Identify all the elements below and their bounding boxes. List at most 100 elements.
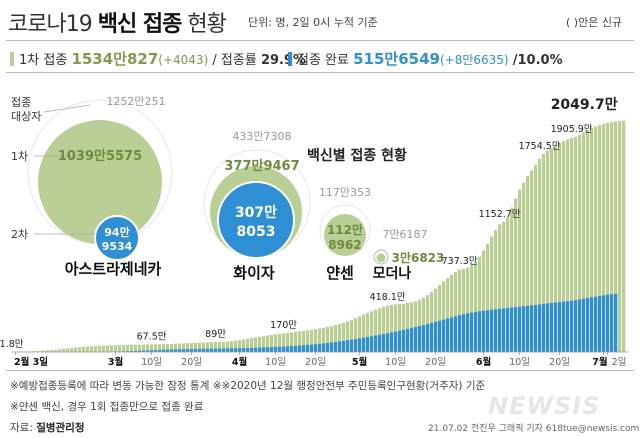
moderna-target-label: 7만6187: [382, 228, 427, 241]
first-dose-bar: [562, 141, 566, 352]
first-dose-bar: [514, 198, 518, 352]
first-dose-bar: [406, 303, 410, 352]
first-dose-bar: [310, 329, 314, 352]
first-dose-bar: [186, 343, 190, 352]
complete-bar: [522, 306, 526, 352]
title-bold: 백신 접종: [97, 12, 183, 37]
az-second-label-2: 9534: [102, 240, 133, 253]
complete-bar: [606, 294, 610, 352]
complete-bar: [382, 334, 386, 352]
complete-rate: /10.0%: [512, 53, 563, 68]
first-dose-bar: [342, 322, 346, 352]
x-tick-label: 6월: [476, 356, 491, 368]
complete-bar: [510, 307, 514, 352]
complete-bar: [526, 305, 530, 352]
complete-bar: [542, 303, 546, 352]
complete-bar: [602, 295, 606, 352]
footnote-2-text: ※※2020년 12월 행정안전부 주민등록인구현황(거주자) 기준: [212, 380, 486, 392]
row-label-first: 1차: [11, 150, 28, 163]
first-dose-bar: [98, 345, 102, 352]
complete-bar: [402, 329, 406, 352]
first-dose-bar: [622, 120, 626, 353]
first-dose-bar: [382, 306, 386, 352]
complete-bar: [482, 310, 486, 352]
first-dose-bar: [550, 148, 554, 352]
janssen-first-label-1: 112만: [327, 222, 363, 237]
first-dose-bar: [386, 305, 390, 352]
first-dose-bar: [126, 344, 130, 352]
complete-bar: [298, 345, 302, 352]
first-dose-bar: [158, 344, 162, 352]
first-dose-bar: [78, 347, 82, 352]
complete-bar: [186, 349, 190, 352]
first-dose-bar: [366, 312, 370, 352]
complete-bar: [446, 318, 450, 352]
complete-bar: [130, 351, 134, 352]
first-dose-bar: [294, 331, 298, 352]
x-tick-label: 10일: [385, 357, 406, 368]
complete-bar: [246, 348, 250, 352]
footnote-1: ※예방접종등록에 따라 변동 가능한 잠정 통계 ※※2020년 12월 행정안…: [10, 378, 485, 393]
first-dose-bar: [138, 344, 142, 352]
complete-bar: [210, 348, 214, 352]
x-tick-label: 7월: [592, 356, 607, 368]
first-dose-bar: [214, 342, 218, 352]
first-dose-bar: [66, 348, 70, 352]
first-dose-bar: [358, 316, 362, 352]
complete-bar: [230, 348, 234, 352]
complete-bar: [386, 333, 390, 352]
complete-bar: [174, 349, 178, 352]
first-dose-bar: [298, 331, 302, 352]
source-line: 자료: 질병관리청: [10, 420, 85, 435]
complete-bar: [450, 317, 454, 352]
value-annotations: 1.8만 67.5만 89만 170만 418.1만 737.3만 1152.7만 1754.…: [0, 97, 618, 350]
first-dose-bar: [538, 159, 542, 352]
complete-bar: [378, 334, 382, 352]
first-dose-bar: [338, 323, 342, 352]
complete-bar: [154, 350, 158, 352]
annotation-label: 737.3만: [442, 256, 478, 267]
first-dose-bar: [162, 344, 166, 352]
first-dose-bar: [594, 126, 598, 352]
complete-bar: [586, 298, 590, 352]
complete-bar: [390, 332, 394, 352]
first-dose-bar: [566, 139, 570, 352]
complete-bar: [514, 307, 518, 352]
x-tick-label: 2일: [612, 357, 627, 368]
first-dose-bar: [498, 224, 502, 352]
first-dose-bar: [306, 330, 310, 352]
first-dose-bar: [542, 153, 546, 352]
complete-bar: [238, 348, 242, 352]
complete-bar: [414, 326, 418, 352]
complete-bar: [182, 349, 186, 352]
complete-stat: 접종 완료 515만6549(+8만6635) /10.0%: [288, 48, 563, 69]
complete-bar: [546, 303, 550, 352]
first-dose-bar: [570, 138, 574, 352]
first-dose-bar: [218, 341, 222, 352]
complete-bar: [334, 341, 338, 352]
row-label-target-1: 접종: [11, 96, 31, 109]
complete-bar: [326, 342, 330, 352]
first-dose-bar: [362, 314, 366, 352]
credit: 21.07.02 전진우 그래픽 기자 618tue@newsis.com: [428, 424, 640, 434]
complete-bar: [558, 302, 562, 352]
first-dose-bar: [334, 325, 338, 352]
complete-bar: [190, 348, 194, 352]
complete-bar: [314, 344, 318, 352]
first-dose-rate-label: / 접종률: [212, 53, 257, 68]
complete-bar: [358, 338, 362, 352]
footnote-3: ※얀센 백신, 경우 1회 접종만으로 접종 완료: [10, 401, 204, 413]
moderna-first-label: 3만6823: [392, 250, 445, 265]
first-dose-bar: [130, 344, 134, 352]
first-dose-bar: [554, 145, 558, 352]
complete-bar: [478, 311, 482, 352]
first-dose-bar: [194, 342, 198, 352]
first-dose-bar: [222, 341, 226, 352]
complete-bar: [274, 346, 278, 352]
complete-bar: [490, 309, 494, 352]
complete-bar: [218, 348, 222, 352]
pfizer-second-label-2: 8053: [237, 224, 276, 240]
x-tick-label: 20일: [305, 357, 326, 368]
first-dose-bar: [470, 265, 474, 352]
az-second-circle: [94, 215, 140, 261]
